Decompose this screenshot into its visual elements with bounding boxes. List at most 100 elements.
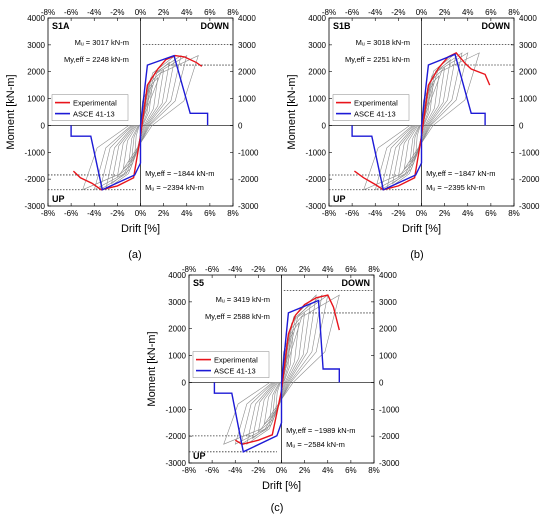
- mu-pos-annotation: Mᵤ = 3017 kN-m: [75, 38, 129, 47]
- y-tick-label: -3000: [306, 202, 327, 211]
- my-neg-annotation: My,eff = −1844 kN-m: [145, 169, 214, 178]
- x-tick-label: -8%: [322, 209, 336, 218]
- direction-label-down: DOWN: [342, 278, 371, 288]
- y-tick-label: 3000: [27, 41, 45, 50]
- y-tick-label: -1000: [519, 148, 540, 157]
- y-tick-label: 2000: [238, 68, 256, 77]
- y-tick-label: -3000: [166, 459, 187, 468]
- x-tick-label: 2%: [299, 466, 311, 475]
- x-tick-label: -2%: [251, 466, 265, 475]
- x-tick-label: -8%: [41, 209, 55, 218]
- x-tick-label: 2%: [439, 8, 451, 17]
- y-tick-label: -3000: [25, 202, 46, 211]
- x-tick-label: 4%: [322, 265, 334, 274]
- direction-label-down: DOWN: [482, 21, 511, 31]
- mu-pos-annotation: Mᵤ = 3018 kN-m: [356, 38, 410, 47]
- asce-series-line: [70, 54, 209, 191]
- x-tick-label: -6%: [205, 265, 219, 274]
- x-tick-label: -6%: [345, 8, 359, 17]
- y-tick-label: 1000: [27, 95, 45, 104]
- x-tick-label: -2%: [110, 209, 124, 218]
- x-tick-label: 0%: [276, 466, 288, 475]
- x-tick-label: -6%: [64, 8, 78, 17]
- y-tick-label: 0: [238, 121, 243, 130]
- y-tick-label: -3000: [238, 202, 259, 211]
- x-tick-label: 0%: [416, 8, 428, 17]
- hysteresis-loop: [99, 54, 182, 191]
- y-tick-label: 2000: [519, 68, 537, 77]
- y-tick-label: 0: [182, 378, 187, 387]
- x-tick-label: 0%: [416, 209, 428, 218]
- asce-series-line: [351, 53, 486, 191]
- direction-label-up: UP: [333, 194, 346, 204]
- y-tick-label: 4000: [308, 14, 326, 23]
- y-tick-label: 0: [519, 121, 524, 130]
- y-tick-label: 3000: [308, 41, 326, 50]
- x-tick-label: -4%: [368, 209, 382, 218]
- x-tick-label: 8%: [508, 8, 520, 17]
- x-tick-label: -2%: [251, 265, 265, 274]
- my-pos-annotation: My,eff = 2251 kN-m: [345, 55, 410, 64]
- x-tick-label: 0%: [276, 265, 288, 274]
- x-axis-label: Drift [%]: [402, 223, 441, 235]
- y-tick-label: -1000: [306, 148, 327, 157]
- x-tick-label: -4%: [87, 209, 101, 218]
- x-tick-label: 2%: [158, 8, 170, 17]
- y-tick-label: 3000: [519, 41, 537, 50]
- y-tick-label: 4000: [519, 14, 537, 23]
- y-tick-label: -1000: [238, 148, 259, 157]
- x-tick-label: 2%: [158, 209, 170, 218]
- hysteresis-loop: [363, 52, 480, 191]
- mu-neg-annotation: Mᵤ = −2394 kN-m: [145, 183, 204, 192]
- legend-label: Experimental: [73, 99, 117, 108]
- x-tick-label: 8%: [227, 8, 239, 17]
- x-tick-label: -2%: [391, 209, 405, 218]
- x-tick-label: 6%: [345, 265, 357, 274]
- panel-caption: (a): [128, 249, 141, 261]
- y-tick-label: -2000: [519, 175, 540, 184]
- y-tick-label: 4000: [27, 14, 45, 23]
- x-tick-label: 4%: [181, 209, 193, 218]
- x-tick-label: 8%: [508, 209, 520, 218]
- panel-s5: (c) -8% -8% -6% -6% -4% -4% -2% -2% 0% 0% 2% 2% 4% 4%…: [146, 265, 400, 514]
- y-tick-label: -2000: [25, 175, 46, 184]
- x-tick-label: -2%: [110, 8, 124, 17]
- y-tick-label: 2000: [27, 68, 45, 77]
- legend-box: [192, 351, 270, 378]
- legend-box: [332, 94, 410, 121]
- hysteresis-loop: [82, 55, 199, 191]
- x-tick-label: -6%: [205, 466, 219, 475]
- panel-s1a: (a) -8% -8% -6% -6% -4% -4% -2% -2% 0% 0% 2% 2% 4% 4%…: [5, 8, 259, 261]
- panel-s1b: (b) -8% -8% -6% -6% -4% -4% -2% -2% 0% 0% 2% 2% 4% 4%…: [286, 8, 540, 261]
- x-tick-label: -6%: [64, 209, 78, 218]
- x-tick-label: -6%: [345, 209, 359, 218]
- x-tick-label: 6%: [204, 209, 216, 218]
- y-tick-label: -1000: [166, 405, 187, 414]
- panel-caption: (c): [271, 502, 284, 514]
- hysteresis-loop: [380, 52, 463, 191]
- y-tick-label: 2000: [379, 325, 397, 334]
- mu-neg-annotation: Mᵤ = −2584 kN-m: [286, 440, 345, 449]
- legend-label: ASCE 41-13: [214, 367, 256, 376]
- x-tick-label: 4%: [462, 8, 474, 17]
- x-tick-label: -8%: [182, 466, 196, 475]
- y-tick-label: 0: [322, 121, 327, 130]
- x-tick-label: 2%: [439, 209, 451, 218]
- y-tick-label: -1000: [25, 148, 46, 157]
- legend-label: ASCE 41-13: [354, 110, 396, 119]
- legend-label: Experimental: [354, 99, 398, 108]
- y-tick-label: 2000: [308, 68, 326, 77]
- x-tick-label: 8%: [368, 265, 380, 274]
- x-tick-label: 4%: [322, 466, 334, 475]
- x-tick-label: -2%: [391, 8, 405, 17]
- y-axis-label: Moment [kN-m]: [286, 74, 298, 149]
- y-tick-label: -3000: [379, 459, 400, 468]
- x-tick-label: 6%: [485, 8, 497, 17]
- x-tick-label: -8%: [41, 8, 55, 17]
- y-tick-label: 0: [379, 378, 384, 387]
- x-tick-label: 0%: [135, 8, 147, 17]
- legend-label: Experimental: [214, 356, 258, 365]
- y-tick-label: 2000: [168, 325, 186, 334]
- x-tick-label: -8%: [182, 265, 196, 274]
